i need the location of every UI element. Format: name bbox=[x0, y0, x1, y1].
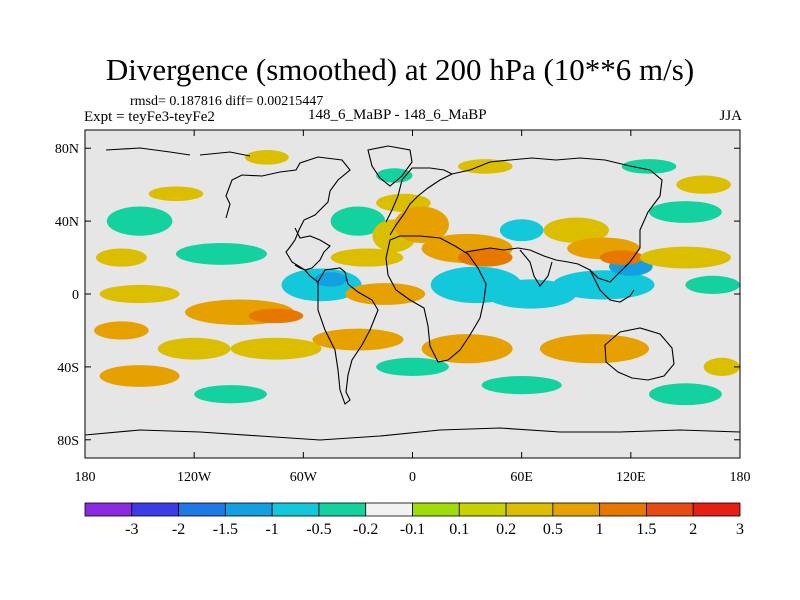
colorbar-label-9: 0.5 bbox=[543, 521, 563, 538]
colorbar-label-1: -2 bbox=[172, 521, 185, 538]
colorbar-swatch-13 bbox=[692, 502, 741, 517]
colorbar-swatch-7 bbox=[412, 502, 460, 517]
anomaly-blob-36 bbox=[649, 383, 722, 406]
colorbar-label-8: 0.2 bbox=[496, 521, 516, 538]
anomaly-blob-18 bbox=[552, 270, 655, 300]
season-label: JJA bbox=[719, 108, 742, 124]
anomaly-blob-12 bbox=[345, 283, 426, 305]
colorbar-swatch-11 bbox=[599, 502, 647, 517]
anomaly-blob-28 bbox=[312, 328, 404, 351]
anomaly-blob-0 bbox=[106, 206, 173, 236]
experiment-label: Expt = teyFe3-teyFe2 bbox=[84, 109, 215, 125]
colorbar-swatch-4 bbox=[271, 502, 320, 517]
anomaly-blob-35 bbox=[194, 385, 267, 404]
x-tick-label-4: 60E bbox=[510, 470, 533, 485]
colorbar-label-13: 3 bbox=[736, 521, 744, 538]
antarctica-outline bbox=[85, 427, 740, 441]
colorbar-swatch-10 bbox=[552, 502, 601, 517]
x-tick-label-5: 120E bbox=[616, 470, 646, 485]
anomaly-blob-33 bbox=[376, 357, 449, 376]
x-tick-label-2: 60W bbox=[290, 470, 318, 485]
anomaly-blob-5 bbox=[175, 242, 267, 265]
anomaly-blob-42 bbox=[376, 168, 413, 183]
anomaly-blob-20 bbox=[543, 217, 609, 243]
y-tick-label-4: 80S bbox=[57, 434, 79, 449]
y-tick-label-3: 40S bbox=[57, 361, 79, 376]
colorbar-swatch-5 bbox=[318, 502, 367, 517]
case-label: 148_6_MaBP - 148_6_MaBP bbox=[308, 107, 487, 123]
colorbar-label-12: 2 bbox=[689, 521, 697, 538]
anomaly-blob-7 bbox=[314, 272, 347, 287]
stats-label: rmsd= 0.187816 diff= 0.00215447 bbox=[130, 94, 324, 109]
chart-title: Divergence (smoothed) at 200 hPa (10**6 … bbox=[105, 52, 695, 87]
greenland-outline bbox=[367, 145, 413, 187]
africa-outline bbox=[385, 235, 487, 363]
anomaly-blob-43 bbox=[676, 175, 731, 194]
colorbar-label-0: -3 bbox=[125, 521, 138, 538]
colorbar-swatch-0 bbox=[84, 502, 133, 517]
anomaly-blob-44 bbox=[148, 186, 204, 202]
colorbar-swatch-3 bbox=[224, 502, 273, 517]
colorbar-swatch-9 bbox=[505, 502, 554, 517]
y-tick-label-1: 40N bbox=[55, 215, 79, 230]
anomaly-blob-2 bbox=[99, 284, 180, 304]
colorbar: -3 -2 -1.5 -1 -0.5 -0.2 -0.1 0.1 0.2 0.5 1 1.5 2 3 bbox=[84, 502, 744, 538]
arctic-islands-outline bbox=[105, 147, 251, 157]
central-america-outline bbox=[294, 264, 319, 283]
x-tick-label-0: 180 bbox=[75, 470, 96, 485]
colorbar-label-3: -1 bbox=[265, 521, 278, 538]
colorbar-swatch-6 bbox=[365, 502, 413, 517]
colorbar-swatch-12 bbox=[646, 502, 694, 517]
india-outline bbox=[519, 249, 553, 287]
coastline-outline bbox=[85, 145, 740, 441]
anomaly-blob-15 bbox=[457, 248, 513, 267]
x-axis: 180 120W 60W 0 60E 120E 180 bbox=[75, 130, 751, 485]
australia-outline bbox=[604, 327, 675, 381]
x-tick-label-3: 0 bbox=[409, 470, 416, 485]
colorbar-label-4: -0.5 bbox=[306, 521, 331, 538]
colorbar-swatch-1 bbox=[131, 502, 179, 517]
y-tick-label-2: 0 bbox=[72, 288, 79, 303]
colorbar-label-5: -0.2 bbox=[353, 521, 378, 538]
anomaly-blob-1 bbox=[95, 248, 147, 267]
anomaly-blob-23 bbox=[499, 219, 544, 242]
anomaly-blob-27 bbox=[230, 337, 322, 360]
y-axis: 80N 40N 0 40S 80S bbox=[55, 142, 740, 449]
anomaly-blob-11 bbox=[330, 248, 404, 267]
anomaly-blob-41 bbox=[621, 159, 677, 174]
anomaly-blob-37 bbox=[703, 357, 740, 376]
south-america-outline bbox=[317, 267, 379, 405]
colorbar-label-7: 0.1 bbox=[449, 521, 469, 538]
x-tick-label-6: 180 bbox=[730, 470, 751, 485]
anomaly-blob-13 bbox=[394, 206, 449, 243]
anomaly-blob-26 bbox=[649, 201, 722, 223]
anomaly-blob-34 bbox=[481, 376, 562, 395]
anomaly-blob-30 bbox=[539, 334, 650, 364]
colorbar-label-10: 1 bbox=[596, 521, 604, 538]
colorbar-swatch-8 bbox=[458, 502, 507, 517]
anomaly-blob-39 bbox=[245, 150, 289, 165]
colorbar-label-11: 1.5 bbox=[636, 521, 656, 538]
north-america-outline bbox=[225, 156, 351, 271]
anomaly-blob-31 bbox=[157, 337, 231, 360]
anomaly-blob-38 bbox=[99, 365, 180, 387]
southeast-asia-outline bbox=[589, 269, 635, 303]
anomaly-blob-29 bbox=[421, 334, 513, 364]
asia-outline bbox=[451, 157, 663, 283]
anomaly-blob-25 bbox=[685, 275, 740, 294]
anomaly-blob-24 bbox=[639, 246, 731, 269]
x-tick-label-1: 120W bbox=[177, 470, 212, 485]
anomaly-blob-22 bbox=[599, 250, 644, 265]
anomaly-blob-32 bbox=[94, 321, 149, 340]
colorbar-label-6: -0.1 bbox=[400, 521, 425, 538]
anomaly-blob-8 bbox=[330, 206, 386, 236]
divergence-field bbox=[94, 150, 740, 406]
anomaly-blob-4 bbox=[248, 308, 304, 324]
anomaly-blob-40 bbox=[457, 159, 513, 174]
colorbar-swatch-2 bbox=[178, 502, 226, 517]
colorbar-label-2: -1.5 bbox=[213, 521, 238, 538]
y-tick-label-0: 80N bbox=[55, 142, 79, 157]
